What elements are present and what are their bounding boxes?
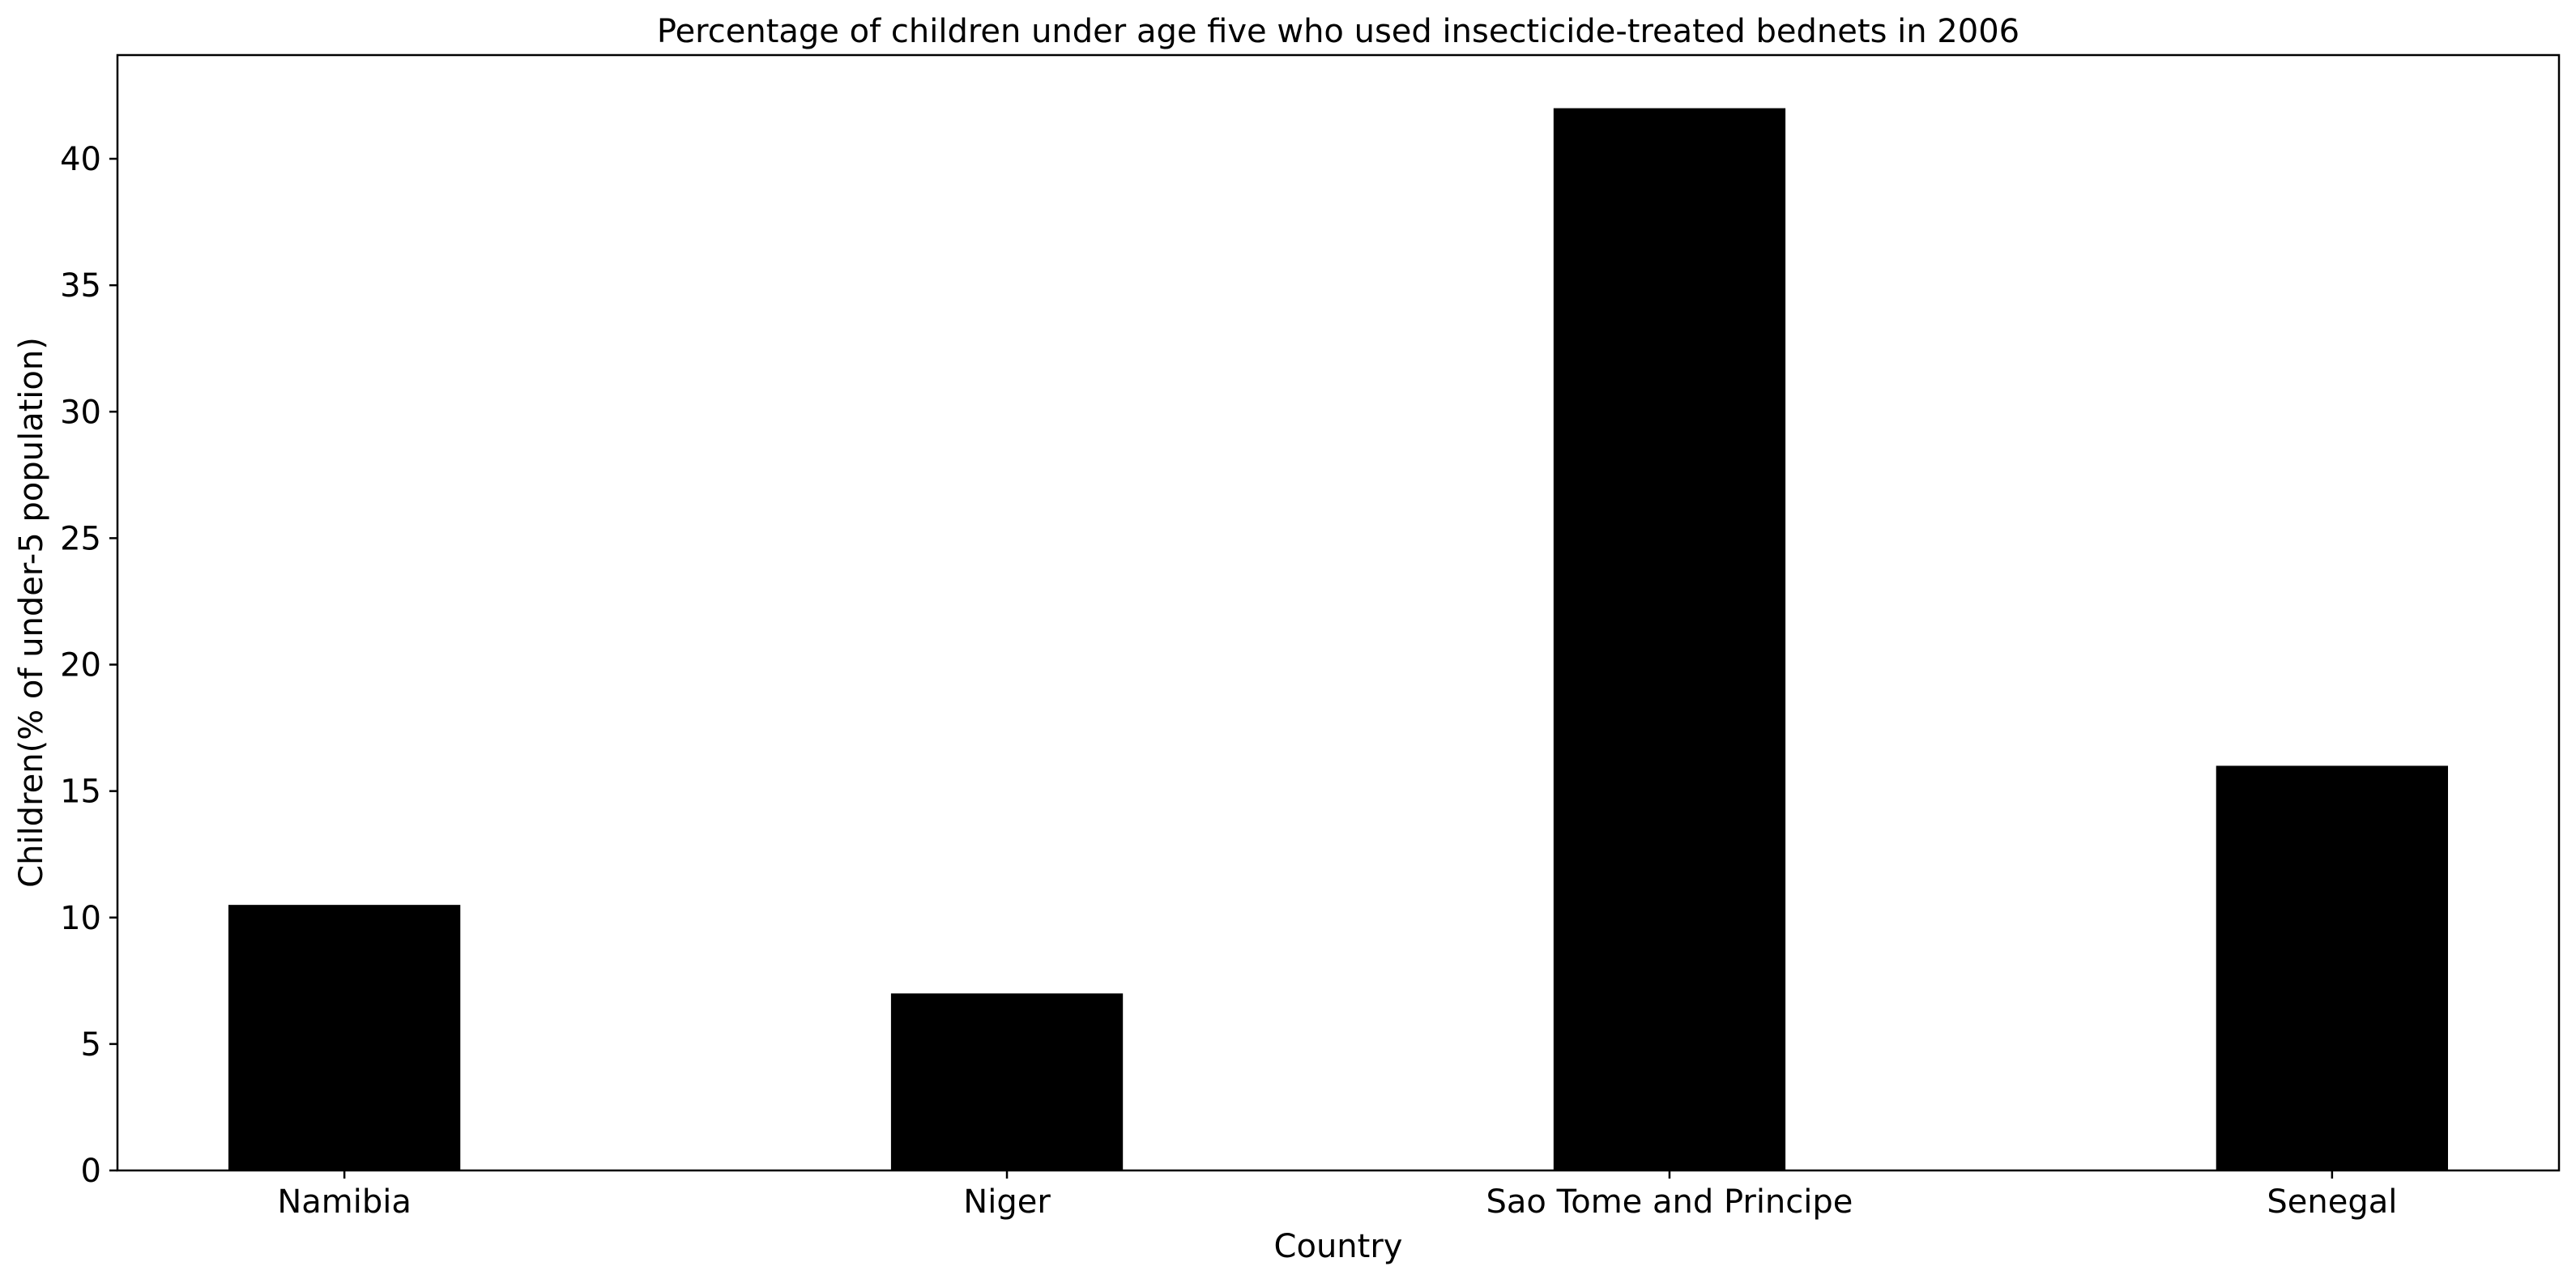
bar-sao-tome-and-principe <box>1553 108 1786 1171</box>
x-tick-label: Namibia <box>277 1183 412 1221</box>
x-tick-label: Senegal <box>2267 1183 2397 1221</box>
y-tick-label: 25 <box>60 520 101 557</box>
x-axis-ticks: Namibia Niger Sao Tome and Principe Senegal <box>277 1170 2397 1221</box>
y-tick-label: 20 <box>60 647 101 684</box>
bar-namibia <box>228 905 461 1170</box>
x-tick-label: Sao Tome and Principe <box>1486 1183 1853 1221</box>
bar-niger <box>890 993 1124 1170</box>
plot-area: 0 5 10 15 20 25 30 35 40 Namibia Niger Sao Tome an… <box>60 53 2561 1221</box>
y-tick-label: 0 <box>81 1153 101 1190</box>
chart-title: Percentage of children under age five wh… <box>657 13 2019 50</box>
bars <box>228 108 2448 1171</box>
x-tick-label: Niger <box>963 1183 1051 1221</box>
y-tick-label: 15 <box>60 774 101 811</box>
y-tick-label: 40 <box>60 141 101 178</box>
plot-frame <box>116 53 2561 1172</box>
y-tick-label: 10 <box>60 900 101 937</box>
bar-senegal <box>2216 765 2448 1170</box>
y-tick-label: 5 <box>81 1026 101 1064</box>
y-tick-label: 35 <box>60 267 101 305</box>
y-tick-label: 30 <box>60 394 101 431</box>
y-axis-label: Children(% of under-5 population) <box>13 337 50 888</box>
x-axis-label: Country <box>1274 1228 1403 1265</box>
y-axis-ticks: 0 5 10 15 20 25 30 35 40 <box>60 141 117 1190</box>
